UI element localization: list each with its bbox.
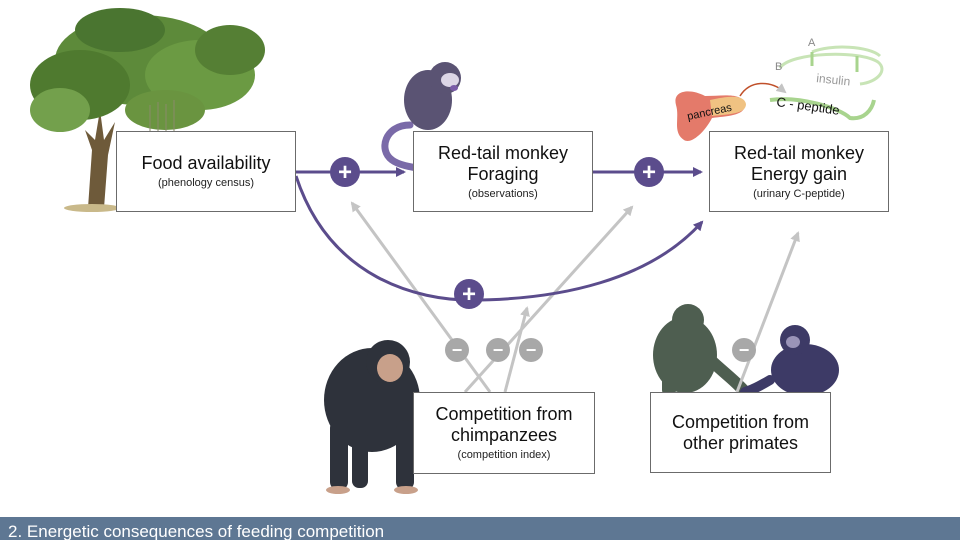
energy-title-line2: Energy gain [750, 163, 848, 184]
insulin-graphic: A B insulin C - peptide pancreas [675, 37, 884, 141]
svg-text:−: − [493, 340, 504, 360]
chain-a-label: A [808, 37, 816, 49]
food-availability-subtitle: (phenology census) [157, 177, 254, 189]
other-primates-competition-box: Competition from other primates [650, 392, 831, 473]
arrow-primates-to-energy [735, 231, 800, 393]
primates-title-line1: Competition from [671, 411, 810, 432]
chimp-title-line2: chimpanzees [450, 425, 558, 445]
tree-illustration [30, 8, 265, 212]
plus-sign-3: + [454, 279, 484, 309]
foraging-title-line1: Red-tail monkey [437, 142, 569, 163]
minus-sign-4: − [732, 338, 756, 362]
plus-sign-2: + [634, 157, 664, 187]
svg-text:−: − [739, 340, 750, 360]
arrow-chimp-to-food-foraging-link [350, 201, 492, 393]
svg-text:−: − [452, 340, 463, 360]
svg-text:+: + [338, 159, 352, 186]
footer-bar: 2. Energetic consequences of feeding com… [0, 517, 960, 541]
food-availability-title: Food availability [141, 153, 271, 173]
insulin-label: insulin [816, 71, 851, 88]
food-availability-box: Food availability (phenology census) [116, 131, 296, 212]
arrow-chimp-to-foraging-energy-link [463, 205, 634, 394]
svg-text:+: + [462, 281, 476, 308]
foraging-title-line2: Foraging [467, 163, 539, 184]
negative-arrows [350, 201, 800, 394]
svg-text:+: + [642, 159, 656, 186]
energy-title-line1: Red-tail monkey [733, 142, 865, 163]
chimp-subtitle: (competition index) [457, 449, 551, 461]
foraging-subtitle: (observations) [468, 187, 538, 200]
chimp-title-line1: Competition from [435, 404, 573, 424]
footer-title: 2. Energetic consequences of feeding com… [8, 522, 385, 541]
arrow-chimp-to-food-energy-link [503, 306, 530, 393]
energy-gain-box: Red-tail monkey Energy gain (urinary C-p… [709, 131, 889, 212]
minus-sign-2: − [486, 338, 510, 362]
c-peptide-label: C - peptide [776, 94, 841, 118]
plus-sign-1: + [330, 157, 360, 187]
chimpanzee-competition-box: Competition from chimpanzees (competitio… [413, 392, 595, 474]
minus-sign-1: − [445, 338, 469, 362]
minus-sign-3: − [519, 338, 543, 362]
chimpanzee-illustration [324, 340, 420, 494]
energy-subtitle: (urinary C-peptide) [753, 187, 845, 200]
svg-text:−: − [526, 340, 537, 360]
chain-b-label: B [775, 61, 782, 73]
foraging-box: Red-tail monkey Foraging (observations) [413, 131, 593, 212]
other-primates-illustration [653, 304, 839, 398]
primates-title-line2: other primates [682, 432, 799, 453]
